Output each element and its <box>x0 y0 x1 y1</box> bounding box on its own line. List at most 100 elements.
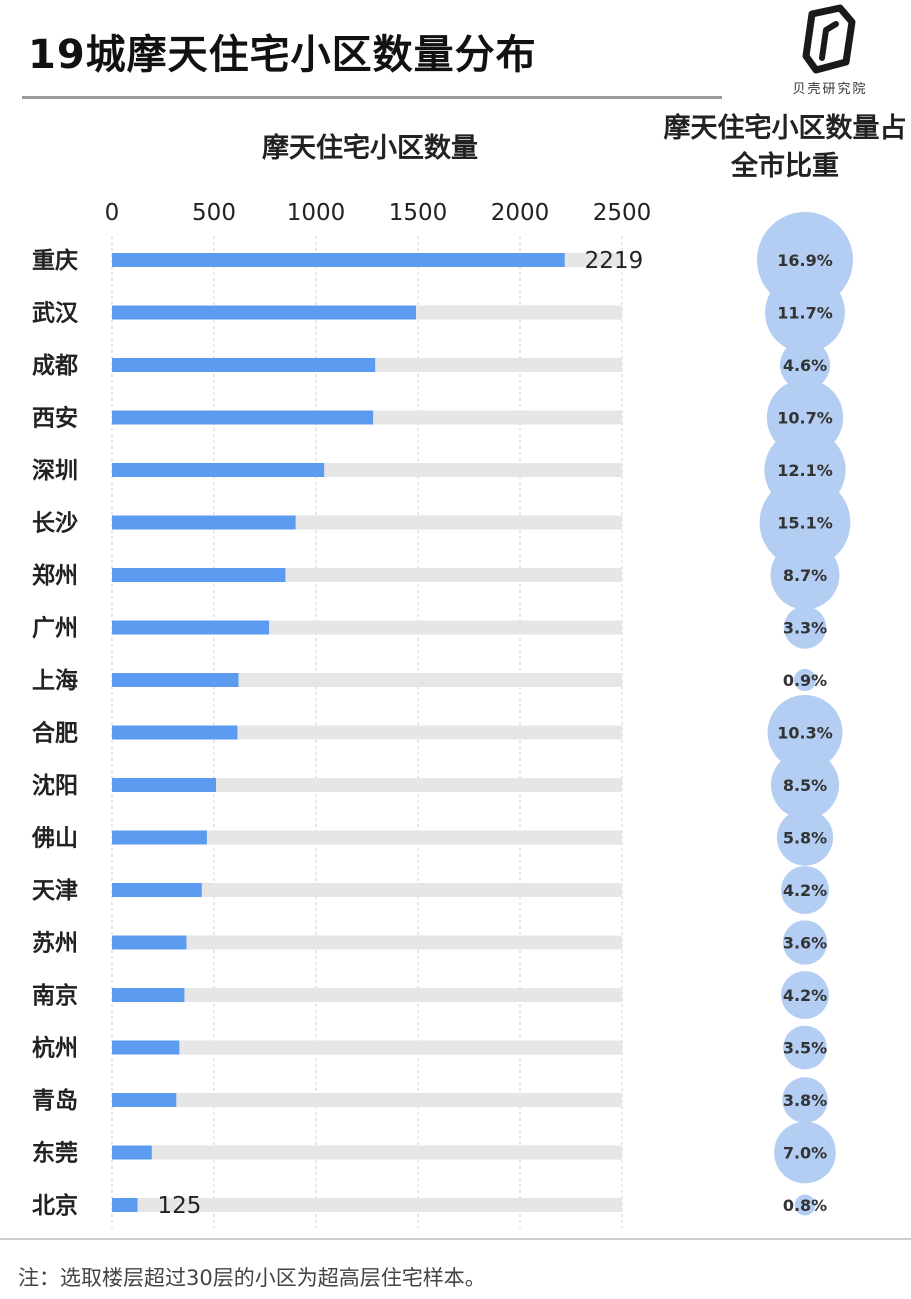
share-bubble <box>781 971 829 1019</box>
bar <box>112 883 202 897</box>
bar <box>112 830 207 845</box>
share-bubble <box>770 750 840 820</box>
share-bubble <box>793 668 817 692</box>
x-tick-label: 2500 <box>593 200 652 226</box>
share-bubble <box>794 1194 816 1216</box>
share-label: 4.2% <box>783 986 827 1005</box>
share-label: 3.3% <box>783 619 827 638</box>
category-label: 武汉 <box>32 301 79 327</box>
bar-value-label: 125 <box>158 1193 202 1219</box>
bar <box>112 358 376 372</box>
share-label: 5.8% <box>783 829 827 848</box>
category-label: 天津 <box>32 877 78 904</box>
share-label: 12.1% <box>777 461 833 480</box>
share-label: 10.3% <box>777 724 833 743</box>
bar <box>112 988 185 1002</box>
bar-chart-title: 摩天住宅小区数量 <box>262 133 478 164</box>
category-label: 合肥 <box>32 720 78 747</box>
share-bubble <box>770 540 840 610</box>
bar-track <box>112 988 622 1002</box>
share-bubble <box>781 866 829 914</box>
category-label: 深圳 <box>32 458 78 484</box>
category-label: 长沙 <box>32 511 78 537</box>
category-label: 北京 <box>32 1192 78 1219</box>
bar <box>112 1145 152 1160</box>
bar <box>112 1040 180 1055</box>
category-label: 西安 <box>32 405 78 432</box>
share-label: 10.7% <box>777 409 833 428</box>
bar <box>112 1198 138 1212</box>
bar <box>112 1093 177 1107</box>
share-label: 15.1% <box>777 514 833 533</box>
bar-track <box>112 778 622 792</box>
bar-track <box>112 935 622 950</box>
bubble-column-title: 摩天住宅小区数量占全市比重 <box>663 113 907 182</box>
category-label: 郑州 <box>32 563 78 589</box>
share-label: 0.9% <box>783 671 827 690</box>
share-label: 11.7% <box>777 304 833 323</box>
bar-track <box>112 1198 622 1212</box>
share-bubble <box>782 1077 828 1123</box>
share-label: 4.2% <box>783 881 827 900</box>
share-label: 3.5% <box>783 1039 827 1058</box>
share-label: 8.7% <box>783 566 827 585</box>
share-bubble <box>759 477 851 568</box>
category-label: 佛山 <box>31 826 78 852</box>
category-label: 杭州 <box>32 1035 78 1062</box>
bar-track <box>112 1145 622 1160</box>
bar <box>112 253 565 267</box>
bar <box>112 778 217 792</box>
x-tick-label: 1000 <box>287 200 346 226</box>
share-bubble <box>765 272 845 353</box>
bar <box>112 725 238 740</box>
category-label: 重庆 <box>32 247 78 274</box>
bar <box>112 935 187 950</box>
category-label: 东莞 <box>32 1140 78 1167</box>
category-label: 广州 <box>32 615 78 642</box>
share-label: 3.6% <box>783 934 827 953</box>
bar <box>112 620 270 635</box>
bar <box>112 305 416 320</box>
bar-track <box>112 883 622 897</box>
bar <box>112 673 239 687</box>
category-label: 青岛 <box>32 1087 78 1114</box>
x-tick-label: 1500 <box>389 200 448 226</box>
x-tick-label: 0 <box>105 200 120 226</box>
share-label: 7.0% <box>783 1144 827 1163</box>
share-bubble <box>776 809 834 866</box>
bar-track <box>112 673 622 687</box>
share-bubble <box>779 339 831 391</box>
share-bubble <box>783 1025 827 1070</box>
category-label: 沈阳 <box>32 773 78 799</box>
footnote: 注：选取楼层超过30层的小区为超高层住宅样本。 <box>18 1266 486 1290</box>
share-bubble <box>782 920 828 965</box>
footer-divider <box>0 1238 911 1240</box>
bar-track <box>112 1093 622 1107</box>
bar-track <box>112 1040 622 1055</box>
bar-value-label: 2219 <box>585 248 644 274</box>
bar <box>112 568 286 582</box>
beike-logo-icon <box>802 4 856 74</box>
share-bubble <box>774 1121 836 1184</box>
share-label: 0.8% <box>783 1196 827 1215</box>
share-label: 16.9% <box>777 251 833 270</box>
share-bubble <box>783 606 827 649</box>
title-divider <box>22 96 722 99</box>
share-bubble <box>767 695 843 770</box>
bar-track <box>112 725 622 740</box>
category-label: 上海 <box>32 667 78 694</box>
bar <box>112 410 374 425</box>
brand-logo: 贝壳研究院 <box>770 0 890 105</box>
chart-canvas: 0 500 1000 1500 2000 2500 重庆 2219 16.9% 武汉 11.7% 成都… <box>31 200 853 1228</box>
share-label: 3.8% <box>783 1091 827 1110</box>
bar <box>112 515 296 530</box>
category-label: 南京 <box>32 982 78 1009</box>
category-label: 苏州 <box>32 931 78 957</box>
chart-title: 19城摩天住宅小区数量分布 <box>28 32 537 78</box>
bar-track <box>112 830 622 845</box>
share-label: 8.5% <box>783 776 827 795</box>
x-tick-label: 2000 <box>491 200 550 226</box>
bar <box>112 463 325 477</box>
share-label: 4.6% <box>783 356 827 375</box>
logo-text: 贝壳研究院 <box>792 82 868 97</box>
